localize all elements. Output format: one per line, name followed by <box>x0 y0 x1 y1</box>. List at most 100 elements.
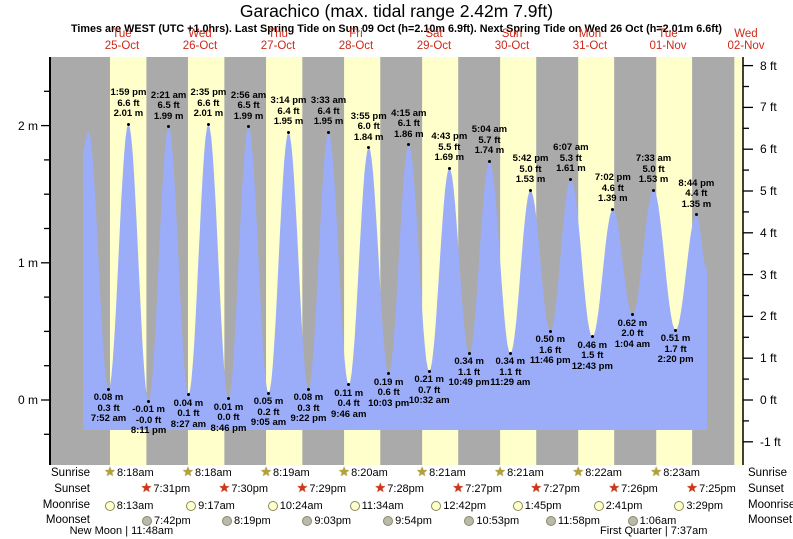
moonrise-time: 12:42pm <box>443 500 487 512</box>
tide-point-dot <box>569 177 573 181</box>
sunrise-star-icon: ★ <box>104 464 116 479</box>
sunrise-star-icon: ★ <box>260 464 272 479</box>
tide-point-dot <box>367 146 371 150</box>
tide-point-dot <box>206 122 210 126</box>
moonrise-time: 10:24am <box>279 500 323 512</box>
moonrise-moon-icon <box>674 501 685 511</box>
moonrise-time: 2:41pm <box>605 500 643 512</box>
chart-subtitle: Times are WEST (UTC +1.0hrs). Last Sprin… <box>70 23 723 35</box>
tide-point-dot <box>247 125 251 129</box>
day-label-25-Oct: Tue 25-Oct <box>104 28 140 52</box>
day-label-02-Nov: Wed 02-Nov <box>727 28 765 52</box>
tide-point-dot <box>590 335 594 339</box>
tide-annotation-high: 5:04 am 5.7 ft 1.74 m <box>471 124 508 157</box>
tide-annotation-high: 4:43 pm 5.5 ft 1.69 m <box>431 131 468 164</box>
moonset-time: 11:58pm <box>557 515 600 527</box>
moon-phase-note: New Moon | 11:48am <box>69 525 174 537</box>
day-label-01-Nov: Tue 01-Nov <box>649 28 687 52</box>
tide-curve <box>83 124 707 430</box>
sunrise-star-icon: ★ <box>494 464 506 479</box>
tide-annotation-low: 0.50 m 1.6 ft 11:46 pm <box>529 334 571 367</box>
tide-point-dot <box>327 130 331 134</box>
axes <box>41 57 753 465</box>
moonrise-moon-icon <box>186 501 197 511</box>
tide-point-dot <box>529 188 533 192</box>
tide-annotation-low: 0.46 m 1.5 ft 12:43 pm <box>571 339 613 372</box>
moonset-moon-icon <box>627 516 638 526</box>
moonrise-time: 11:34am <box>361 500 404 512</box>
moonrise-moon-icon <box>104 501 115 511</box>
tide-point-dot <box>447 166 451 170</box>
y-right-label: 4 ft <box>760 225 777 240</box>
moonset-time: 1:06am <box>639 515 677 527</box>
moonset-time: 8:19pm <box>234 515 271 527</box>
moonset-row-label-right: Moonset <box>748 514 793 526</box>
tide-point-dot <box>287 130 290 134</box>
moonset-moon-icon <box>464 516 475 526</box>
day-label-29-Oct: Sat 29-Oct <box>416 28 452 52</box>
y-right-label: 6 ft <box>760 142 777 157</box>
sunrise-time: 8:20am <box>351 467 388 479</box>
sunset-star-icon: ★ <box>296 480 309 495</box>
tide-annotation-high: 6:07 am 5.3 ft 1.61 m <box>553 142 589 175</box>
tide-point-dot <box>107 387 111 391</box>
tide-annotation-low: 0.04 m 0.1 ft 8:27 am <box>170 397 207 430</box>
sunset-star-icon: ★ <box>374 480 387 495</box>
moon-phase-note: First Quarter | 7:37am <box>600 525 708 537</box>
tide-point-dot <box>226 397 230 401</box>
moonrise-time: 3:29pm <box>686 500 724 512</box>
tide-annotation-high: 2:35 pm 6.6 ft 2.01 m <box>190 87 227 120</box>
tide-annotation-low: 0.08 m 0.3 ft 7:52 am <box>90 392 127 425</box>
tide-point-dot <box>126 122 130 126</box>
tide-point-dot <box>387 372 391 376</box>
tide-point-dot <box>674 328 678 332</box>
moonset-moon-icon <box>302 516 313 526</box>
y-left-label: 1 m <box>17 255 38 270</box>
tide-point-dot <box>347 383 351 387</box>
sunrise-time: 8:18am <box>194 467 232 479</box>
tide-annotation-high: 5:42 pm 5.0 ft 1.53 m <box>512 153 549 186</box>
tide-point-dot <box>167 125 171 129</box>
tide-point-dot <box>467 351 471 355</box>
tide-annotation-high: 7:02 pm 4.6 ft 1.39 m <box>594 172 631 205</box>
moonset-moon-icon <box>142 516 153 526</box>
sunrise-star-icon: ★ <box>416 464 428 479</box>
y-right-label: 8 ft <box>760 58 777 73</box>
moonrise-time: 8:13am <box>116 500 154 512</box>
sunset-row-label-left: Sunset <box>54 483 90 495</box>
tide-annotation-low: 0.08 m 0.3 ft 9:22 pm <box>290 392 327 425</box>
day-label-27-Oct: Thu 27-Oct <box>260 28 296 52</box>
tide-point-dot <box>652 188 656 192</box>
moonset-time: 10:53pm <box>476 515 520 527</box>
tide-annotation-high: 3:14 pm 6.4 ft 1.95 m <box>270 95 307 128</box>
tide-annotation-low: 0.11 m 0.4 ft 9:46 am <box>331 387 367 420</box>
moonrise-row-label-right: Moonrise <box>748 499 793 511</box>
sunrise-time: 8:19am <box>273 467 310 479</box>
moonrise-time: 9:17am <box>198 500 235 512</box>
sunset-star-icon: ★ <box>608 480 620 495</box>
tide-annotation-low: 0.01 m 0.0 ft 8:46 pm <box>210 401 247 434</box>
moonrise-row-label-left: Moonrise <box>42 499 90 511</box>
y-right-label: 7 ft <box>760 100 777 115</box>
sunrise-row-label-left: Sunrise <box>51 467 90 479</box>
sunrise-time: 8:18am <box>116 467 154 479</box>
y-right-label: -1 ft <box>760 434 781 449</box>
sunrise-star-icon: ★ <box>572 464 585 479</box>
tide-point-dot <box>548 329 552 333</box>
tide-annotation-low: 0.19 m 0.6 ft 10:03 pm <box>368 376 410 409</box>
sunset-star-icon: ★ <box>452 480 465 495</box>
sunset-time: 7:27pm <box>465 483 502 495</box>
tide-point-dot <box>694 213 698 217</box>
moonset-time: 9:54pm <box>395 515 432 527</box>
tide-annotation-high: 2:56 am 6.5 ft 1.99 m <box>230 89 267 122</box>
sunrise-time: 8:21am <box>507 467 544 479</box>
sunset-star-icon: ★ <box>530 480 543 495</box>
page-title: Garachico (max. tidal range 2.42m 7.9ft) <box>239 1 554 21</box>
sunset-time: 7:31pm <box>153 483 191 495</box>
tide-point-dot <box>487 159 491 163</box>
tide-annotation-low: 0.21 m 0.7 ft 10:32 am <box>408 374 450 407</box>
tide-point-dot <box>306 387 310 391</box>
tide-annotation-low: 0.34 m 1.1 ft 10:49 pm <box>448 356 490 389</box>
